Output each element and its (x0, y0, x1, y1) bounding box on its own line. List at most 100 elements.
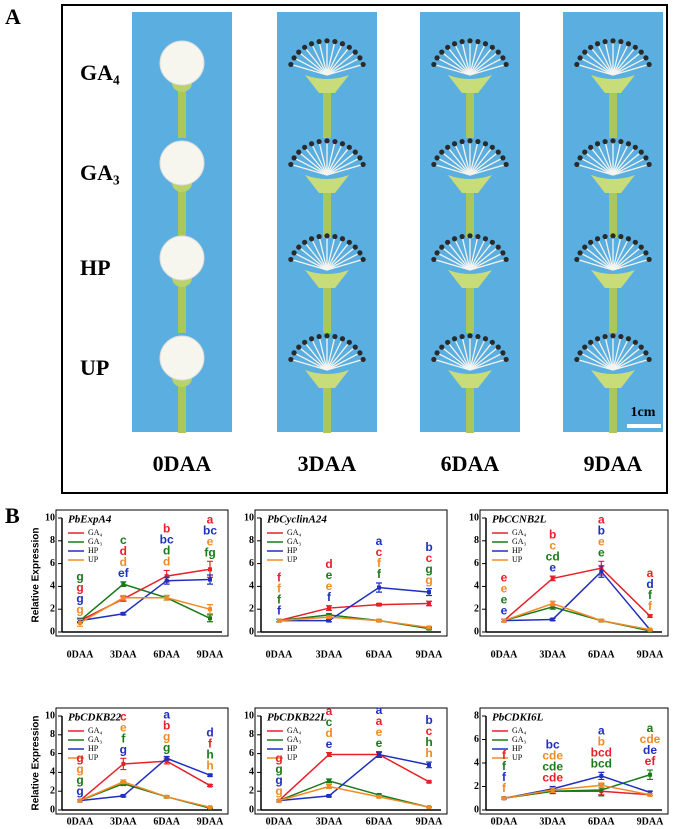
data-point (599, 783, 604, 788)
anther (638, 49, 644, 55)
anther (500, 155, 506, 161)
significance-letter: d (120, 544, 127, 558)
anther (431, 356, 437, 363)
stamen (469, 157, 504, 176)
stamen (310, 43, 328, 76)
data-point (327, 793, 331, 798)
data-point (164, 595, 169, 600)
anther (467, 333, 473, 339)
stem (178, 278, 186, 333)
y-axis-label: Relative Expression (31, 527, 42, 622)
series-line (279, 586, 430, 622)
significance-letter: g (275, 751, 282, 765)
receptacle (591, 175, 635, 193)
stamen (293, 252, 328, 271)
significance-letter: f (277, 582, 282, 596)
anther (332, 138, 338, 145)
stamen (576, 163, 614, 176)
y-tick-label: 6 (249, 748, 254, 759)
anther (360, 356, 366, 363)
stem (178, 183, 186, 238)
stamen (447, 241, 471, 271)
significance-letter: d (163, 544, 170, 558)
stamen (326, 338, 344, 371)
anther (291, 350, 297, 356)
y-tick-label: 2 (50, 785, 55, 796)
series-line (79, 782, 211, 809)
stamen (436, 352, 471, 371)
anther (643, 55, 649, 61)
y-tick-label: 4 (474, 757, 479, 768)
stamen (469, 346, 499, 371)
stamen (612, 338, 630, 371)
y-tick-label: 2 (249, 603, 254, 614)
stamen (326, 238, 344, 271)
anther (610, 333, 616, 339)
anther (638, 244, 644, 250)
y-tick-label: 6 (249, 558, 254, 569)
stamen (433, 63, 471, 76)
anther (316, 138, 322, 145)
significance-letter: g (163, 741, 170, 755)
anther (445, 339, 451, 345)
data-point (327, 606, 331, 611)
chart-frame (479, 509, 669, 637)
data-point (377, 618, 381, 623)
data-point (208, 567, 212, 572)
data-point (377, 752, 381, 757)
data-point (502, 618, 506, 623)
anther (594, 336, 601, 342)
significance-letter: c (120, 533, 127, 547)
legend-label: UP (287, 555, 298, 564)
significance-letter: e (376, 736, 383, 750)
stamen (612, 163, 650, 176)
significance-letter: a (647, 566, 654, 580)
y-tick-label: 0 (474, 804, 479, 815)
receptacle (305, 270, 349, 288)
legend-label: HP (512, 744, 523, 753)
flower (574, 138, 652, 238)
chart-title: PbExpA4 (68, 514, 112, 526)
anther (574, 161, 580, 168)
data-point (550, 788, 555, 793)
series-line (79, 757, 211, 802)
anther (459, 138, 465, 145)
stamen (590, 341, 614, 371)
series-line (503, 784, 651, 799)
x-tick-label: 3DAA (539, 649, 566, 660)
anther (574, 256, 580, 263)
stamen (469, 352, 504, 371)
stamen (436, 57, 471, 76)
anther (625, 41, 632, 47)
stamen (469, 338, 487, 371)
anther (467, 138, 473, 144)
stamen (612, 146, 636, 176)
data-point (327, 778, 331, 783)
data-point (277, 798, 281, 803)
stamen (612, 336, 622, 371)
series-line (278, 753, 430, 802)
anther (352, 344, 358, 350)
significance-letter: d (325, 557, 332, 571)
significance-letter: b (163, 719, 170, 733)
flower (431, 233, 509, 333)
receptacle (448, 75, 492, 93)
data-point (121, 595, 126, 600)
y-tick-label: 6 (474, 558, 479, 569)
anther (434, 155, 440, 161)
stamen (469, 358, 507, 371)
stamen (469, 258, 507, 271)
stamen (469, 63, 507, 76)
flower (431, 38, 509, 138)
flower (159, 140, 205, 238)
stamen (590, 46, 614, 76)
data-point (648, 772, 652, 777)
chart-title: PbCDKB22 (68, 712, 122, 724)
anther (434, 350, 440, 356)
significance-letter: g (120, 742, 127, 756)
significance-letter: f (502, 770, 507, 784)
stamen (604, 336, 614, 371)
chart-frame (55, 509, 229, 637)
stamen (469, 151, 499, 176)
data-point (78, 798, 82, 803)
